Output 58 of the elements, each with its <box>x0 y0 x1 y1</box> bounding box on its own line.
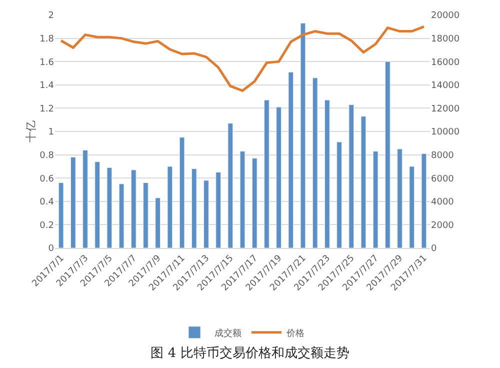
y2-tick-label: 0 <box>431 244 437 254</box>
y-tick-label: 2 <box>48 11 54 22</box>
bar <box>397 148 402 248</box>
bar <box>409 166 415 248</box>
y-tick-label: 1.2 <box>40 104 54 114</box>
y-tick-label: 1.6 <box>40 58 54 68</box>
y-axis-title: 十亿 <box>24 120 38 142</box>
y-tick-label: 0.4 <box>40 198 54 208</box>
y2-tick-label: 8000 <box>431 150 454 161</box>
y2-tick-label: 14000 <box>431 81 460 92</box>
text: 图 4 比特币交易价格和成交额走势 <box>150 344 350 361</box>
bar <box>204 180 209 248</box>
bar <box>372 151 378 248</box>
bar <box>300 22 306 248</box>
y-tick-label: 1 <box>48 128 54 138</box>
bar <box>360 116 366 248</box>
bar <box>155 198 160 248</box>
legend-label: 成交额 <box>214 328 242 339</box>
bar <box>252 158 258 248</box>
bar <box>70 156 76 248</box>
y-tick-label: 1.8 <box>40 34 54 44</box>
bar <box>58 182 64 248</box>
bar <box>167 166 173 248</box>
bar <box>348 104 354 248</box>
bar <box>228 123 234 248</box>
y-tick-label: 0.2 <box>40 220 54 231</box>
bar <box>276 106 282 248</box>
bar <box>216 172 221 248</box>
bar <box>106 167 112 248</box>
bar <box>384 61 390 248</box>
y2-tick-label: 18000 <box>431 34 460 44</box>
line-series <box>60 25 426 92</box>
y2-tick-label: 12000 <box>431 104 460 114</box>
bar <box>336 142 342 248</box>
y-tick-label: 0 <box>48 244 54 254</box>
bar <box>240 151 246 248</box>
y-tick-label: 1.4 <box>40 81 54 92</box>
bar <box>191 168 197 248</box>
bar <box>118 184 124 248</box>
y2-tick-label: 6000 <box>431 174 454 184</box>
y-tick-label: 0.8 <box>40 150 54 161</box>
y2-tick-label: 16000 <box>431 58 460 68</box>
bar <box>94 162 100 248</box>
y2-tick-label: 10000 <box>431 128 460 138</box>
bar <box>82 150 88 248</box>
y2-tick-label: 20000 <box>431 11 460 22</box>
bar <box>264 100 270 248</box>
bar <box>143 182 148 248</box>
bar <box>179 137 185 248</box>
y2-tick-label: 4000 <box>431 198 454 208</box>
y-tick-label: 0.6 <box>40 174 54 184</box>
bar <box>130 170 136 248</box>
bar <box>324 100 330 248</box>
y2-tick-label: 2000 <box>431 220 454 231</box>
bar <box>421 153 427 248</box>
bar <box>312 78 318 248</box>
legend-label: 价格 <box>286 328 304 339</box>
bar <box>288 72 294 248</box>
